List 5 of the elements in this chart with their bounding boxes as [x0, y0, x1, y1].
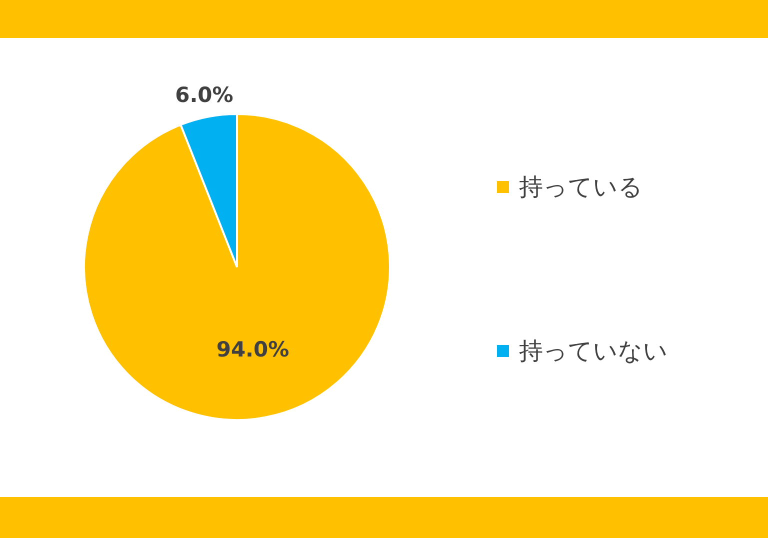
data-label: 94.0%: [216, 338, 290, 362]
legend-label: 持っている: [519, 172, 643, 203]
pie-slice: [83, 113, 391, 421]
data-label: 6.0%: [175, 83, 234, 108]
legend-label: 持っていない: [519, 336, 668, 367]
